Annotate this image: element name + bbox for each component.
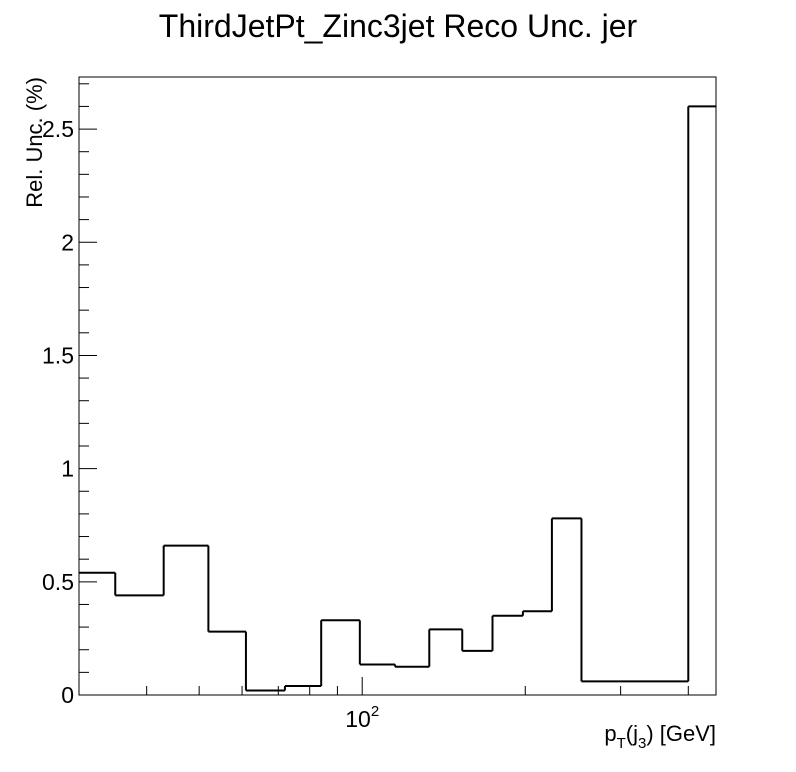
x-tick-label: 102 — [345, 703, 379, 732]
y-tick-label: 1 — [61, 456, 74, 482]
x-axis-label-close: ) [GeV] — [646, 721, 716, 746]
plot-frame-rect — [78, 76, 717, 696]
x-axis-label-open: (j — [626, 721, 638, 746]
y-tick-label: 1.5 — [42, 342, 74, 368]
series-layer — [79, 105, 716, 692]
plot-frame — [78, 76, 717, 696]
x-axis-label-p: p — [604, 721, 616, 746]
y-axis: 0 0.5 1 1.5 2 2.5 — [42, 83, 97, 708]
y-tick-label: 2 — [61, 229, 74, 255]
y-tick-label: 0.5 — [42, 569, 74, 595]
y-axis-label: Rel. Unc. (%) — [22, 77, 47, 208]
x-axis-label-sub-t: T — [617, 735, 626, 752]
x-axis-label-sub-3: 3 — [638, 735, 646, 752]
y-tick-label: 0 — [61, 682, 74, 708]
chart-title: ThirdJetPt_Zinc3jet Reco Unc. jer — [159, 8, 638, 44]
y-tick-label: 2.5 — [42, 116, 74, 142]
x-axis: 102 — [78, 677, 689, 732]
x-axis-label: pT(j3) [GeV] — [604, 721, 716, 752]
